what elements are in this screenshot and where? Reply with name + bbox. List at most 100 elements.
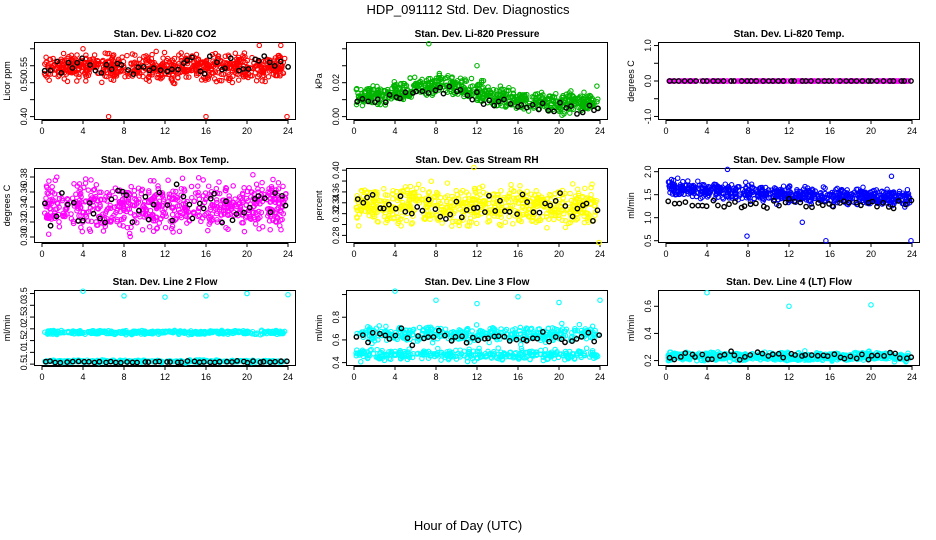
data-point: [215, 69, 221, 76]
data-point: [214, 190, 221, 196]
data-point: [70, 199, 77, 206]
x-tick-label: 16: [825, 126, 835, 136]
outlier-point: [426, 40, 432, 47]
y-tick-label: 2.0: [19, 323, 29, 336]
data-point: [440, 90, 447, 97]
data-point: [503, 103, 509, 110]
data-point: [68, 211, 74, 217]
data-point: [868, 78, 874, 84]
data-point: [132, 196, 138, 202]
data-point: [687, 78, 694, 84]
data-point: [241, 228, 248, 235]
data-point: [209, 202, 216, 208]
data-point: [114, 203, 120, 209]
data-point: [124, 52, 130, 59]
x-tick-label: 4: [392, 126, 397, 136]
data-point: [715, 202, 721, 209]
data-point: [179, 175, 186, 182]
y-tick-label: 3.0: [19, 299, 29, 312]
data-point: [353, 101, 360, 108]
data-point: [90, 210, 97, 217]
data-point: [145, 359, 152, 365]
data-point: [374, 90, 381, 96]
data-point: [464, 92, 471, 99]
data-point: [853, 78, 860, 84]
data-point: [94, 57, 101, 64]
x-tick-label: 12: [160, 126, 170, 136]
x-tick-label: 20: [554, 249, 564, 259]
x-tick-label: 20: [242, 249, 252, 259]
data-point: [151, 59, 157, 66]
data-point: [88, 177, 94, 183]
data-point: [362, 89, 369, 95]
data-point: [205, 183, 212, 189]
x-tick-label: 16: [513, 372, 523, 382]
data-point: [551, 108, 557, 115]
data-point: [742, 78, 748, 84]
data-point: [129, 51, 136, 57]
data-point: [402, 89, 409, 96]
data-point: [502, 219, 509, 225]
plot-frame: [34, 290, 296, 366]
data-point: [219, 66, 226, 73]
data-point: [113, 209, 119, 216]
data-point: [559, 217, 565, 223]
data-point: [791, 198, 798, 205]
data-point: [131, 187, 138, 194]
data-point: [462, 78, 468, 84]
data-point: [581, 89, 587, 96]
data-point: [904, 186, 911, 193]
data-point: [72, 65, 78, 72]
data-point: [535, 106, 542, 113]
data-point: [468, 75, 475, 82]
panel-title: Stan. Dev. Line 3 Flow: [425, 277, 530, 288]
data-point: [444, 180, 451, 186]
data-point: [110, 77, 117, 83]
outlier-point: [888, 173, 895, 180]
data-point: [236, 194, 243, 200]
data-point: [432, 206, 439, 213]
panel-title: Stan. Dev. Li-820 Temp.: [734, 29, 845, 40]
data-point: [130, 71, 137, 78]
data-point: [120, 191, 127, 198]
data-point: [240, 199, 247, 205]
data-point: [103, 67, 110, 73]
data-point: [177, 209, 183, 216]
data-point: [382, 102, 389, 108]
y-tick-label: 3.5: [19, 287, 29, 300]
data-point: [562, 224, 569, 231]
data-point: [252, 69, 259, 76]
data-point: [149, 51, 155, 58]
data-point: [270, 197, 276, 204]
data-point: [150, 228, 157, 235]
data-point: [62, 60, 69, 67]
data-point: [271, 57, 278, 63]
data-point: [252, 221, 259, 227]
series-upper-band: [42, 327, 288, 338]
data-point: [116, 199, 123, 205]
data-point: [155, 183, 161, 189]
x-tick-label: 8: [121, 249, 126, 259]
y-tick-label: 0.5: [643, 234, 653, 247]
data-point: [161, 49, 168, 56]
data-point: [138, 187, 145, 194]
data-point: [280, 183, 286, 190]
data-point: [405, 92, 412, 98]
data-point: [200, 177, 206, 183]
x-tick-label: 4: [80, 249, 85, 259]
data-point: [114, 217, 121, 223]
data-point: [398, 223, 404, 229]
data-point: [159, 60, 166, 67]
data-point: [142, 193, 149, 200]
data-point: [233, 211, 240, 217]
data-point: [239, 220, 245, 226]
y-tick-label: 0.38: [19, 168, 29, 186]
data-point: [753, 78, 760, 84]
data-point: [125, 199, 132, 206]
data-point: [412, 81, 418, 88]
x-tick-label: 8: [745, 126, 750, 136]
data-point: [681, 78, 688, 84]
y-tick-label: 0.6: [331, 334, 341, 347]
data-point: [146, 188, 152, 194]
